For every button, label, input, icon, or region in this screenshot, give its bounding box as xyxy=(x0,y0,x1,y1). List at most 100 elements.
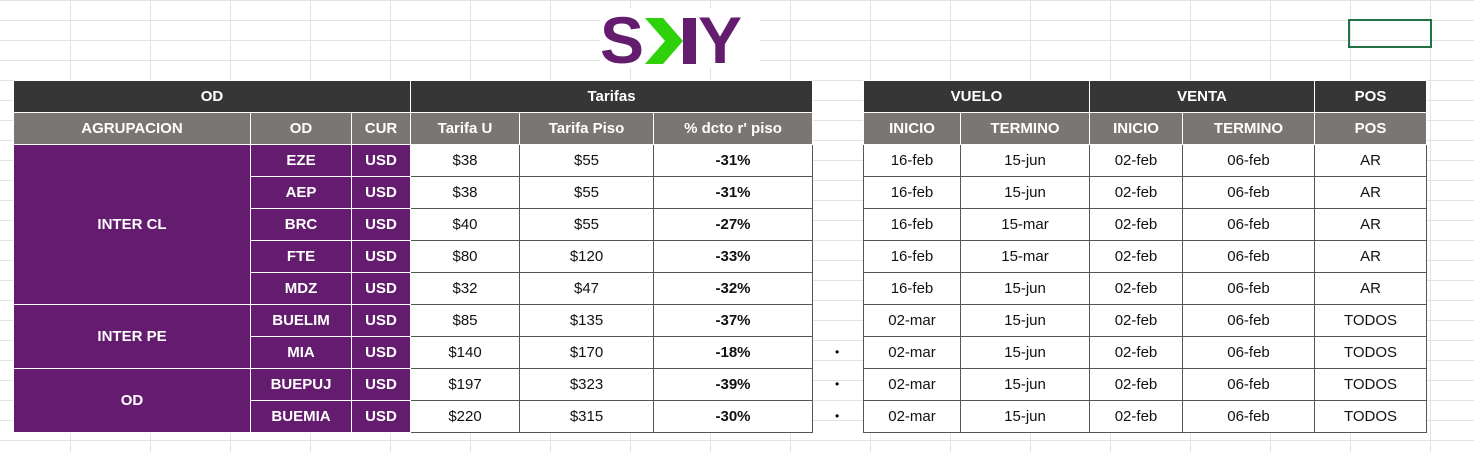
column-header[interactable]: INICIO xyxy=(863,112,961,145)
vuelo-inicio-cell[interactable]: 02-mar xyxy=(863,400,961,433)
venta-termino-cell[interactable]: 06-feb xyxy=(1181,272,1316,305)
tarifa-u-cell[interactable]: $197 xyxy=(410,368,521,401)
currency-cell[interactable]: USD xyxy=(350,400,412,433)
venta-inicio-cell[interactable]: 02-feb xyxy=(1089,400,1183,433)
od-cell[interactable]: BUEMIA xyxy=(250,400,352,433)
vuelo-termino-cell[interactable]: 15-jun xyxy=(960,176,1090,209)
venta-termino-cell[interactable]: 06-feb xyxy=(1181,208,1316,241)
vuelo-termino-cell[interactable]: 15-jun xyxy=(960,144,1090,177)
discount-cell[interactable]: -37% xyxy=(653,304,814,337)
venta-termino-cell[interactable]: 06-feb xyxy=(1181,240,1316,273)
discount-cell[interactable]: -18% xyxy=(653,336,814,369)
vuelo-inicio-cell[interactable]: 16-feb xyxy=(863,208,961,241)
venta-inicio-cell[interactable]: 02-feb xyxy=(1089,304,1183,337)
column-header[interactable]: Tarifa U xyxy=(410,112,521,145)
vuelo-inicio-cell[interactable]: 16-feb xyxy=(863,272,961,305)
selected-cell[interactable] xyxy=(1348,19,1432,48)
vuelo-termino-cell[interactable]: 15-jun xyxy=(960,336,1090,369)
column-header[interactable]: TERMINO xyxy=(1181,112,1316,145)
column-header[interactable]: INICIO xyxy=(1089,112,1183,145)
column-header[interactable]: OD xyxy=(250,112,352,145)
vuelo-inicio-cell[interactable]: 02-mar xyxy=(863,368,961,401)
tarifa-piso-cell[interactable]: $135 xyxy=(519,304,655,337)
discount-cell[interactable]: -39% xyxy=(653,368,814,401)
tarifa-u-cell[interactable]: $40 xyxy=(410,208,521,241)
vuelo-inicio-cell[interactable]: 02-mar xyxy=(863,304,961,337)
od-cell[interactable]: FTE xyxy=(250,240,352,273)
tarifa-piso-cell[interactable]: $55 xyxy=(519,144,655,177)
column-header[interactable]: TERMINO xyxy=(960,112,1090,145)
column-header[interactable]: AGRUPACION xyxy=(13,112,251,145)
vuelo-inicio-cell[interactable]: 16-feb xyxy=(863,240,961,273)
venta-inicio-cell[interactable]: 02-feb xyxy=(1089,240,1183,273)
vuelo-termino-cell[interactable]: 15-jun xyxy=(960,304,1090,337)
venta-inicio-cell[interactable]: 02-feb xyxy=(1089,272,1183,305)
currency-cell[interactable]: USD xyxy=(350,336,412,369)
od-cell[interactable]: MIA xyxy=(250,336,352,369)
venta-termino-cell[interactable]: 06-feb xyxy=(1181,368,1316,401)
od-cell[interactable]: BUEPUJ xyxy=(250,368,352,401)
pos-cell[interactable]: TODOS xyxy=(1314,400,1428,433)
discount-cell[interactable]: -31% xyxy=(653,176,814,209)
currency-cell[interactable]: USD xyxy=(350,304,412,337)
pos-cell[interactable]: TODOS xyxy=(1314,304,1428,337)
vuelo-termino-cell[interactable]: 15-jun xyxy=(960,272,1090,305)
currency-cell[interactable]: USD xyxy=(350,176,412,209)
vuelo-termino-cell[interactable]: 15-mar xyxy=(960,208,1090,241)
tarifa-piso-cell[interactable]: $170 xyxy=(519,336,655,369)
group-cell[interactable]: INTER CL xyxy=(13,144,251,305)
column-header[interactable]: % dcto r' piso xyxy=(653,112,814,145)
discount-cell[interactable]: -27% xyxy=(653,208,814,241)
venta-inicio-cell[interactable]: 02-feb xyxy=(1089,336,1183,369)
tarifa-u-cell[interactable]: $32 xyxy=(410,272,521,305)
venta-inicio-cell[interactable]: 02-feb xyxy=(1089,208,1183,241)
venta-termino-cell[interactable]: 06-feb xyxy=(1181,400,1316,433)
vuelo-inicio-cell[interactable]: 16-feb xyxy=(863,144,961,177)
discount-cell[interactable]: -30% xyxy=(653,400,814,433)
discount-cell[interactable]: -32% xyxy=(653,272,814,305)
venta-termino-cell[interactable]: 06-feb xyxy=(1181,176,1316,209)
tarifa-piso-cell[interactable]: $47 xyxy=(519,272,655,305)
venta-inicio-cell[interactable]: 02-feb xyxy=(1089,144,1183,177)
pos-cell[interactable]: TODOS xyxy=(1314,368,1428,401)
od-cell[interactable]: BUELIM xyxy=(250,304,352,337)
currency-cell[interactable]: USD xyxy=(350,368,412,401)
venta-termino-cell[interactable]: 06-feb xyxy=(1181,336,1316,369)
tarifa-u-cell[interactable]: $85 xyxy=(410,304,521,337)
od-cell[interactable]: BRC xyxy=(250,208,352,241)
pos-cell[interactable]: AR xyxy=(1314,208,1428,241)
tarifa-piso-cell[interactable]: $55 xyxy=(519,208,655,241)
tarifa-u-cell[interactable]: $220 xyxy=(410,400,521,433)
tarifa-piso-cell[interactable]: $55 xyxy=(519,176,655,209)
venta-inicio-cell[interactable]: 02-feb xyxy=(1089,176,1183,209)
currency-cell[interactable]: USD xyxy=(350,272,412,305)
pos-cell[interactable]: TODOS xyxy=(1314,336,1428,369)
venta-termino-cell[interactable]: 06-feb xyxy=(1181,304,1316,337)
vuelo-termino-cell[interactable]: 15-jun xyxy=(960,368,1090,401)
currency-cell[interactable]: USD xyxy=(350,208,412,241)
vuelo-termino-cell[interactable]: 15-jun xyxy=(960,400,1090,433)
venta-inicio-cell[interactable]: 02-feb xyxy=(1089,368,1183,401)
pos-cell[interactable]: AR xyxy=(1314,240,1428,273)
tarifa-u-cell[interactable]: $80 xyxy=(410,240,521,273)
tarifa-u-cell[interactable]: $38 xyxy=(410,176,521,209)
tarifa-u-cell[interactable]: $140 xyxy=(410,336,521,369)
od-cell[interactable]: AEP xyxy=(250,176,352,209)
currency-cell[interactable]: USD xyxy=(350,240,412,273)
discount-cell[interactable]: -33% xyxy=(653,240,814,273)
pos-cell[interactable]: AR xyxy=(1314,272,1428,305)
tarifa-piso-cell[interactable]: $120 xyxy=(519,240,655,273)
tarifa-piso-cell[interactable]: $323 xyxy=(519,368,655,401)
column-header[interactable]: POS xyxy=(1314,112,1428,145)
column-header[interactable]: CUR xyxy=(350,112,412,145)
od-cell[interactable]: EZE xyxy=(250,144,352,177)
od-cell[interactable]: MDZ xyxy=(250,272,352,305)
pos-cell[interactable]: AR xyxy=(1314,144,1428,177)
currency-cell[interactable]: USD xyxy=(350,144,412,177)
group-cell[interactable]: OD xyxy=(13,368,251,433)
vuelo-termino-cell[interactable]: 15-mar xyxy=(960,240,1090,273)
tarifa-piso-cell[interactable]: $315 xyxy=(519,400,655,433)
venta-termino-cell[interactable]: 06-feb xyxy=(1181,144,1316,177)
vuelo-inicio-cell[interactable]: 02-mar xyxy=(863,336,961,369)
vuelo-inicio-cell[interactable]: 16-feb xyxy=(863,176,961,209)
